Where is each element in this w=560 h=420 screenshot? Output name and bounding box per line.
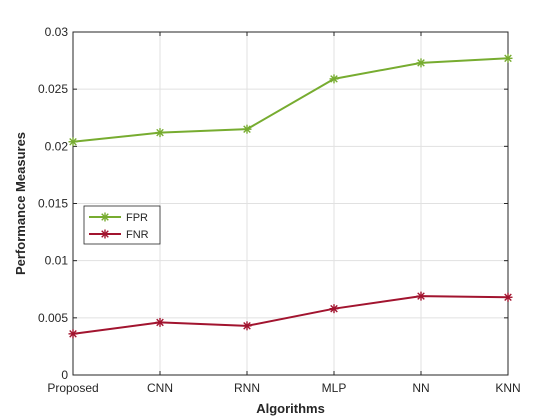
x-tick-label: CNN xyxy=(147,381,173,395)
fpr-point xyxy=(242,124,252,134)
legend-item-fnr: FNR xyxy=(89,229,149,241)
fnr-point xyxy=(329,304,339,314)
x-axis-title: Algorithms xyxy=(256,401,325,416)
x-tick-label: NN xyxy=(412,381,429,395)
grid-lines xyxy=(72,31,509,376)
fpr-line xyxy=(72,57,509,143)
y-tick-label: 0 xyxy=(61,368,68,382)
y-tick-label: 0.015 xyxy=(38,197,68,211)
fpr-point xyxy=(155,128,165,138)
axis-ticks: Proposed CNN RNN MLP NN KNN 0 0.005 0.01 0.015 0.0… xyxy=(38,25,521,395)
fnr-line xyxy=(72,295,509,335)
x-tick-label: MLP xyxy=(322,381,347,395)
x-tick-label: RNN xyxy=(234,381,260,395)
legend: FPR FNR xyxy=(83,205,161,245)
legend-item-fpr: FPR xyxy=(89,212,148,224)
fnr-point xyxy=(242,321,252,331)
fpr-point xyxy=(68,137,78,147)
fnr-series xyxy=(68,291,513,339)
y-tick-label: 0.005 xyxy=(38,311,68,325)
y-tick-label: 0.025 xyxy=(38,82,68,96)
x-tick-label: Proposed xyxy=(47,381,98,395)
legend-label-fnr: FNR xyxy=(126,229,149,241)
series-layer xyxy=(68,53,513,339)
fnr-point xyxy=(416,291,426,301)
fpr-point xyxy=(329,74,339,84)
legend-marker-fpr xyxy=(100,212,110,222)
fpr-point xyxy=(503,53,513,63)
fpr-series xyxy=(68,53,513,147)
fnr-point xyxy=(155,317,165,327)
legend-label-fpr: FPR xyxy=(126,212,148,224)
y-tick-label: 0.02 xyxy=(45,139,69,153)
y-tick-label: 0.01 xyxy=(45,254,69,268)
fnr-point xyxy=(68,329,78,339)
fpr-point xyxy=(416,58,426,68)
y-tick-label: 0.03 xyxy=(45,25,69,39)
legend-box xyxy=(83,205,161,245)
x-tick-label: KNN xyxy=(495,381,520,395)
legend-marker-fnr xyxy=(100,229,110,239)
fnr-point xyxy=(503,292,513,302)
y-axis-title: Performance Measures xyxy=(13,132,28,275)
